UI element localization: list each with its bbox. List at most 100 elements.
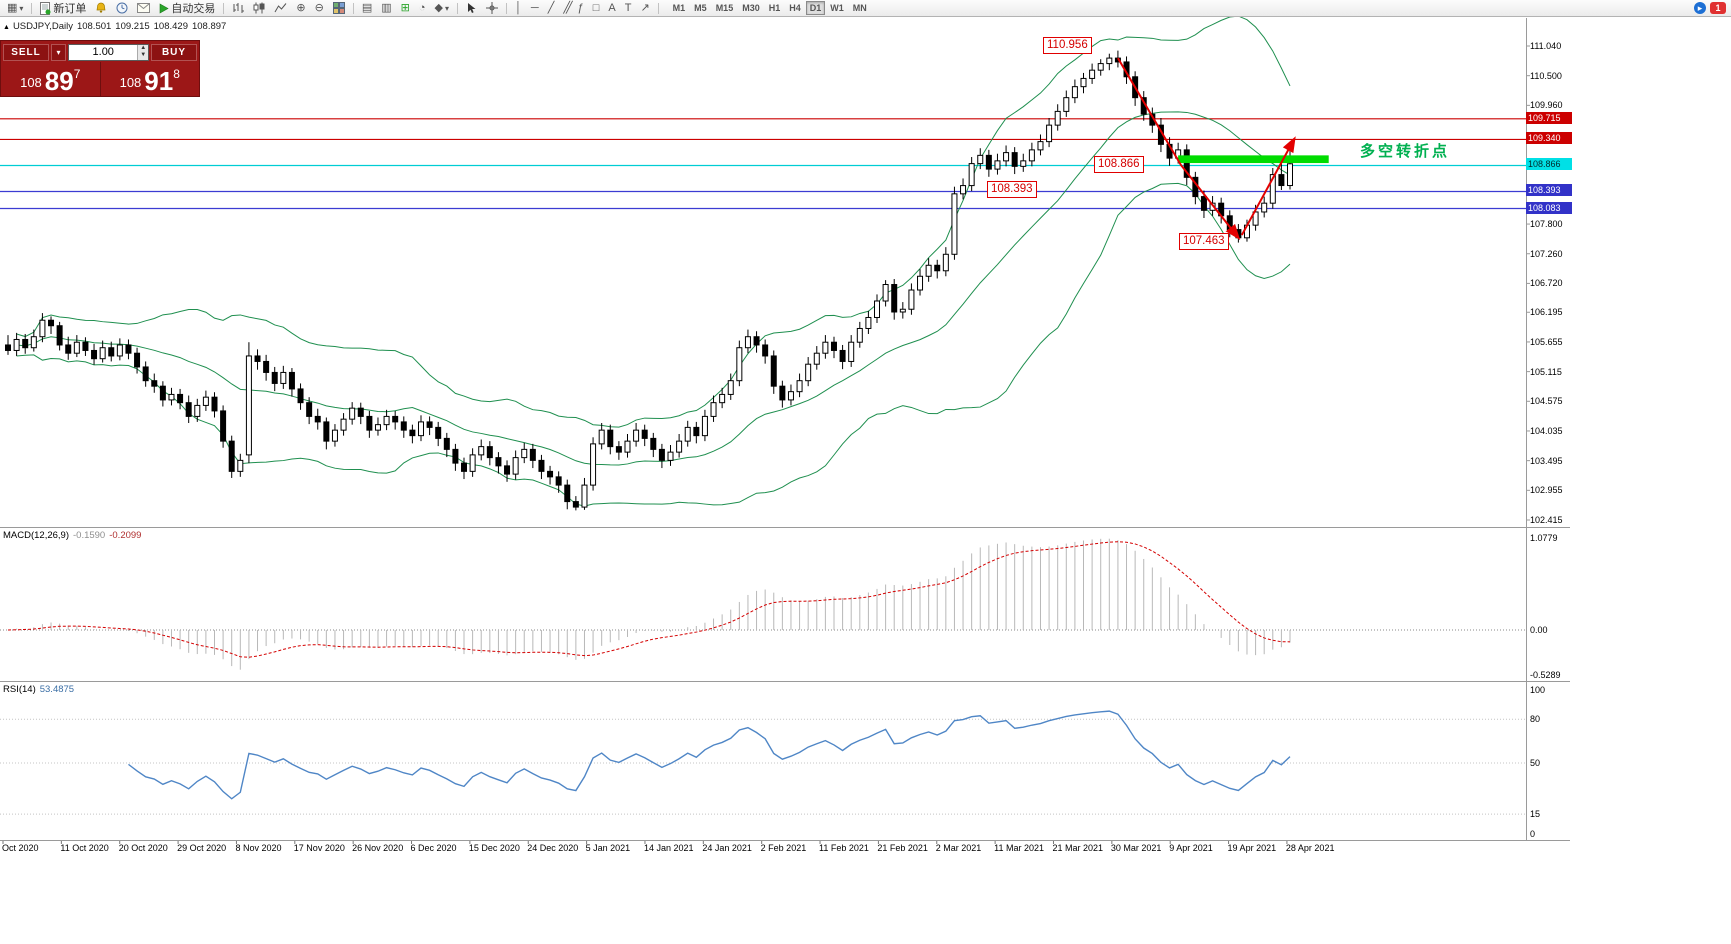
peak-price-annotation[interactable]: 110.956 <box>1043 37 1092 54</box>
buy-price-sup: 8 <box>173 67 180 81</box>
trend-arrow-1[interactable] <box>1117 57 1241 241</box>
bell-icon <box>97 2 106 13</box>
date-tick: 29 Oct 2020 <box>177 843 227 853</box>
clock-icon <box>116 2 128 14</box>
zoom-in-button[interactable]: ⊕ <box>292 0 309 17</box>
timeframe-M15[interactable]: M15 <box>715 3 734 13</box>
notification-badge[interactable]: 1 <box>1710 2 1726 14</box>
timeframe-W1[interactable]: W1 <box>830 3 844 13</box>
horizontal-line-tool[interactable]: ─ <box>527 0 543 17</box>
add-chart-icon: ⊞ <box>400 1 410 14</box>
shapes-tool[interactable]: □ <box>589 0 604 17</box>
ohlc-open: 108.501 <box>76 21 112 32</box>
timeframe-M5[interactable]: M5 <box>694 3 707 13</box>
price-tick: 102.955 <box>1530 485 1563 496</box>
crosshair-tool[interactable] <box>482 0 502 17</box>
date-tick: 26 Nov 2020 <box>352 843 404 853</box>
trendline-icon: ╱ <box>547 1 555 14</box>
toolbar-separator <box>31 2 33 14</box>
price-tick: 104.035 <box>1530 425 1563 436</box>
mail-button[interactable] <box>133 0 154 17</box>
symbol-info-bar: ▲ USDJPY,Daily 108.501 109.215 108.429 108.89… <box>3 21 230 32</box>
autotrading-button[interactable]: 自动交易 <box>155 0 219 17</box>
lot-size-input[interactable] <box>69 44 138 60</box>
autotrading-label: 自动交易 <box>171 3 216 15</box>
macd-label: MACD(12,26,9) -0.1590 -0.2099 <box>3 530 141 541</box>
collapse-triangle-icon[interactable]: ▲ <box>3 24 10 31</box>
trough-price-annotation[interactable]: 107.463 <box>1179 233 1229 250</box>
fibonacci-icon: ƒ <box>577 1 584 14</box>
vertical-line-tool[interactable]: │ <box>511 0 526 17</box>
zoom-out-button[interactable]: ⊖ <box>311 0 328 17</box>
lot-size-field: ▲ ▼ <box>68 43 149 61</box>
date-tick: 28 Apr 2021 <box>1285 843 1335 853</box>
timeframe-M1[interactable]: M1 <box>672 3 686 13</box>
date-tick: Oct 2020 <box>2 843 39 853</box>
template-button[interactable]: ◆ ▾ <box>431 0 453 17</box>
cursor-tool[interactable] <box>462 0 481 17</box>
trend-arrow-2[interactable] <box>1240 136 1296 236</box>
period-button[interactable]: ◔ <box>415 0 430 17</box>
price-tick: 106.720 <box>1530 278 1563 289</box>
play-icon <box>160 2 170 14</box>
template-icon: ◆ <box>434 1 444 14</box>
sell-price-prefix: 108 <box>20 75 42 90</box>
date-tick: 9 Apr 2021 <box>1169 843 1213 853</box>
timeframe-H4[interactable]: H4 <box>789 3 801 13</box>
timeframe-MN[interactable]: MN <box>852 3 867 13</box>
arrows-tool[interactable]: ↗ <box>636 0 653 17</box>
bar-chart-button[interactable] <box>228 0 248 17</box>
sell-price-big: 89 <box>44 66 74 96</box>
sell-price-button[interactable]: 108 89 7 <box>1 62 100 97</box>
channel-tool[interactable]: ╱╱ <box>559 0 572 17</box>
price-tick: 104.575 <box>1530 396 1563 407</box>
trendline-tool[interactable]: ╱ <box>544 0 559 17</box>
arrange-windows-button[interactable]: ▤ <box>358 0 376 17</box>
date-tick: 19 Apr 2021 <box>1227 843 1277 853</box>
turning-point-note[interactable]: 多空转折点 <box>1360 143 1451 160</box>
timeframe-H1[interactable]: H1 <box>768 3 781 13</box>
toolbar-separator <box>506 2 508 14</box>
buy-button[interactable]: BUY <box>151 43 197 61</box>
tile-windows-button[interactable] <box>329 0 349 17</box>
add-indicator-button[interactable]: ⊞ <box>397 0 414 17</box>
line-chart-button[interactable] <box>270 0 291 17</box>
horizontal-line-icon: ─ <box>530 1 539 14</box>
ohlc-low: 108.429 <box>153 21 188 32</box>
macd-value-main: -0.1590 <box>73 530 106 541</box>
turning-zone-bar[interactable] <box>1178 155 1329 164</box>
date-tick: 15 Dec 2020 <box>468 843 520 853</box>
date-tick: 20 Oct 2020 <box>118 843 168 853</box>
toolbar-separator <box>352 2 354 14</box>
lot-decrease-button[interactable]: ▼ <box>138 52 148 60</box>
bollinger-middle <box>16 111 1291 466</box>
toolbar-separator <box>223 2 225 14</box>
timeframe-D1[interactable]: D1 <box>805 1 826 15</box>
sell-button[interactable]: SELL <box>3 43 49 61</box>
cascade-windows-button[interactable]: ▥ <box>377 0 395 17</box>
new-order-button[interactable]: 新订单 <box>36 0 90 17</box>
date-tick: 11 Feb 2021 <box>819 843 869 853</box>
community-icon[interactable]: ▸ <box>1694 2 1706 14</box>
trade-widget-dropdown[interactable]: ▾ <box>51 43 66 61</box>
zone-price-annotation[interactable]: 108.866 <box>1094 156 1144 173</box>
buy-price-button[interactable]: 108 91 8 <box>99 62 200 97</box>
timeframe-M30[interactable]: M30 <box>742 3 760 13</box>
timeframe-group: M1 M5 M15 M30 H1 H4 D1 W1 MN <box>669 1 871 15</box>
history-button[interactable] <box>112 0 132 17</box>
alerts-button[interactable] <box>91 0 111 17</box>
candlestick-chart-button[interactable] <box>249 0 269 17</box>
new-chart-window-button[interactable]: ▦ ▾ <box>3 0 27 17</box>
zoom-out-icon: ⊖ <box>314 1 324 14</box>
sell-price-sup: 7 <box>73 67 81 81</box>
label-tool[interactable]: T <box>621 0 636 17</box>
shapes-icon: □ <box>592 1 600 14</box>
text-tool[interactable]: A <box>604 0 619 17</box>
arrow-icon: ↗ <box>640 1 650 14</box>
lot-increase-button[interactable]: ▲ <box>138 44 148 52</box>
fibonacci-tool[interactable]: ƒ <box>574 0 588 17</box>
toolbar-right: ▸ 1 <box>1694 2 1728 14</box>
support-price-annotation[interactable]: 108.393 <box>987 181 1037 198</box>
